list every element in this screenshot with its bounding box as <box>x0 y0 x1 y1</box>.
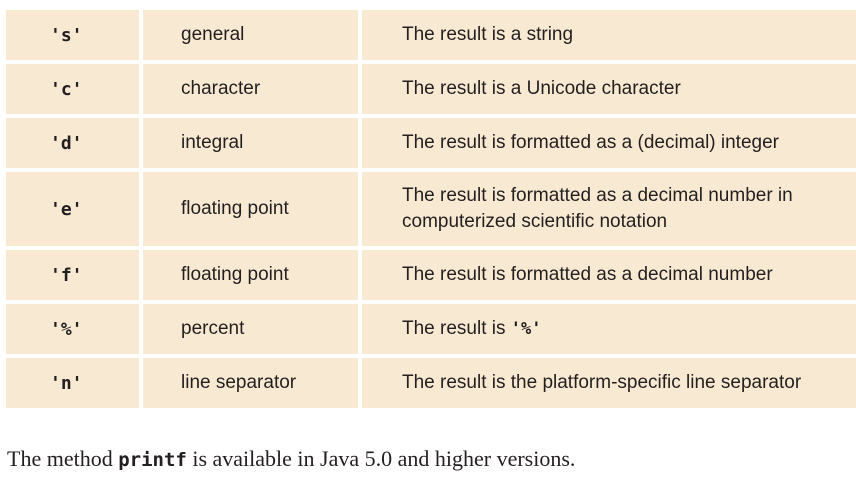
conversion-code: 's' <box>6 10 139 60</box>
conversion-category: character <box>143 64 358 114</box>
table-row: 'd' integral The result is formatted as … <box>6 118 856 168</box>
conversion-category: general <box>143 10 358 60</box>
table-row: 'e' floating point The result is formatt… <box>6 172 856 246</box>
caption-prefix: The method <box>7 446 113 471</box>
caption-code: printf <box>118 449 187 471</box>
conversion-category: floating point <box>143 172 358 246</box>
conversion-description: The result is a Unicode character <box>362 64 856 114</box>
description-line: computerized scientific notation <box>402 211 668 232</box>
conversion-code: 'e' <box>6 172 139 246</box>
conversion-code: 'c' <box>6 64 139 114</box>
conversion-description: The result is the platform-specific line… <box>362 358 856 408</box>
description-line: The result is formatted as a decimal num… <box>402 185 793 206</box>
conversion-code: '%' <box>6 304 139 354</box>
conversion-table: 's' general The result is a string 'c' c… <box>6 10 856 408</box>
conversion-code: 'f' <box>6 250 139 300</box>
caption-suffix: is available in Java 5.0 and higher vers… <box>192 446 576 471</box>
conversion-description: The result is formatted as a (decimal) i… <box>362 118 856 168</box>
table-row: 'n' line separator The result is the pla… <box>6 358 856 408</box>
description-text: The result is <box>402 318 506 339</box>
conversion-category: floating point <box>143 250 358 300</box>
conversion-description: The result is formatted as a decimal num… <box>362 172 856 246</box>
conversion-description: The result is a string <box>362 10 856 60</box>
caption: The method printf is available in Java 5… <box>7 446 575 472</box>
table-row: 's' general The result is a string <box>6 10 856 60</box>
conversion-category: integral <box>143 118 358 168</box>
conversion-category: percent <box>143 304 358 354</box>
table-row: 'f' floating point The result is formatt… <box>6 250 856 300</box>
table-row: 'c' character The result is a Unicode ch… <box>6 64 856 114</box>
conversion-code: 'n' <box>6 358 139 408</box>
conversion-description: The result is formatted as a decimal num… <box>362 250 856 300</box>
conversion-category: line separator <box>143 358 358 408</box>
conversion-code: 'd' <box>6 118 139 168</box>
conversion-description: The result is '%' <box>362 304 856 354</box>
table-row: '%' percent The result is '%' <box>6 304 856 354</box>
description-code: '%' <box>510 319 542 339</box>
